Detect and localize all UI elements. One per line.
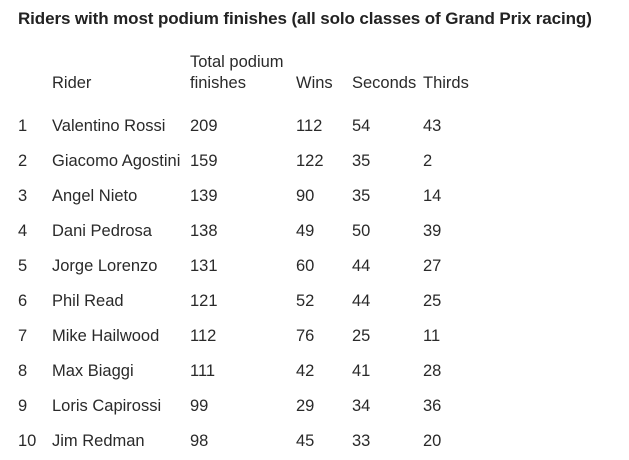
rider-cell: Loris Capirossi	[52, 397, 162, 415]
header-thirds: Thirds	[423, 74, 469, 92]
table-header: Rider Total podium finishes Wins Seconds…	[10, 44, 491, 103]
table-row: 8 Max Biaggi 111 42 41 28	[10, 354, 491, 389]
wins-cell: 60	[296, 257, 315, 275]
total-cell: 209	[190, 117, 218, 135]
rank-cell: 3	[18, 187, 28, 205]
thirds-cell: 11	[423, 327, 441, 345]
rider-cell: Mike Hailwood	[52, 327, 160, 345]
thirds-cell: 36	[423, 397, 442, 415]
wins-cell: 52	[296, 292, 315, 310]
wins-cell: 76	[296, 327, 315, 345]
wins-cell: 42	[296, 362, 315, 380]
seconds-cell: 44	[352, 292, 371, 310]
wins-cell: 90	[296, 187, 315, 205]
header-total-podium-finishes: Total podium finishes	[190, 53, 284, 92]
seconds-cell: 35	[352, 187, 371, 205]
seconds-cell: 54	[352, 117, 371, 135]
thirds-cell: 43	[423, 117, 442, 135]
rider-cell: Dani Pedrosa	[52, 222, 152, 240]
thirds-cell: 25	[423, 292, 442, 310]
thirds-cell: 2	[423, 152, 433, 170]
rank-cell: 10	[18, 432, 37, 450]
wins-cell: 49	[296, 222, 315, 240]
rank-cell: 8	[18, 362, 28, 380]
seconds-cell: 34	[352, 397, 371, 415]
header-rider: Rider	[52, 74, 92, 92]
rank-cell: 6	[18, 292, 28, 310]
table-row: 5 Jorge Lorenzo 131 60 44 27	[10, 249, 491, 284]
wins-cell: 122	[296, 152, 324, 170]
total-cell: 138	[190, 222, 218, 240]
table-row: 6 Phil Read 121 52 44 25	[10, 284, 491, 319]
total-cell: 98	[190, 432, 209, 450]
podium-table: Rider Total podium finishes Wins Seconds…	[10, 44, 491, 459]
thirds-cell: 28	[423, 362, 442, 380]
table-body: 1 Valentino Rossi 209 112 54 43 2 Giacom…	[10, 103, 491, 459]
wins-cell: 45	[296, 432, 315, 450]
seconds-cell: 35	[352, 152, 371, 170]
rider-cell: Max Biaggi	[52, 362, 134, 380]
rank-cell: 9	[18, 397, 28, 415]
header-row: Rider Total podium finishes Wins Seconds…	[10, 44, 491, 103]
table-row: 7 Mike Hailwood 112 76 25 11	[10, 319, 491, 354]
rank-cell: 4	[18, 222, 28, 240]
table-row: 4 Dani Pedrosa 138 49 50 39	[10, 214, 491, 249]
total-cell: 111	[190, 362, 216, 380]
header-wins: Wins	[296, 74, 333, 92]
rank-cell: 7	[18, 327, 28, 345]
header-seconds: Seconds	[352, 74, 417, 92]
thirds-cell: 39	[423, 222, 442, 240]
rider-cell: Phil Read	[52, 292, 124, 310]
total-cell: 139	[190, 187, 218, 205]
rank-cell: 1	[18, 117, 28, 135]
rider-cell: Valentino Rossi	[52, 117, 166, 135]
table-caption: Riders with most podium finishes (all so…	[18, 9, 592, 28]
table-row: 3 Angel Nieto 139 90 35 14	[10, 179, 491, 214]
seconds-cell: 33	[352, 432, 371, 450]
rider-cell: Jorge Lorenzo	[52, 257, 158, 275]
table-row: 1 Valentino Rossi 209 112 54 43	[10, 103, 491, 144]
thirds-cell: 14	[423, 187, 442, 205]
rider-cell: Angel Nieto	[52, 187, 138, 205]
thirds-cell: 27	[423, 257, 442, 275]
wins-cell: 29	[296, 397, 315, 415]
total-cell: 159	[190, 152, 218, 170]
rank-cell: 5	[18, 257, 28, 275]
table-row: 2 Giacomo Agostini 159 122 35 2	[10, 144, 491, 179]
total-cell: 121	[190, 292, 218, 310]
table-row: 10 Jim Redman 98 45 33 20	[10, 424, 491, 459]
total-cell: 112	[190, 327, 217, 345]
seconds-cell: 41	[352, 362, 371, 380]
rank-cell: 2	[18, 152, 28, 170]
total-cell: 99	[190, 397, 209, 415]
thirds-cell: 20	[423, 432, 442, 450]
seconds-cell: 25	[352, 327, 371, 345]
table-row: 9 Loris Capirossi 99 29 34 36	[10, 389, 491, 424]
seconds-cell: 50	[352, 222, 371, 240]
header-rank	[10, 44, 46, 103]
total-cell: 131	[190, 257, 218, 275]
wins-cell: 112	[296, 117, 323, 135]
rider-cell: Giacomo Agostini	[52, 152, 181, 170]
seconds-cell: 44	[352, 257, 371, 275]
rider-cell: Jim Redman	[52, 432, 145, 450]
